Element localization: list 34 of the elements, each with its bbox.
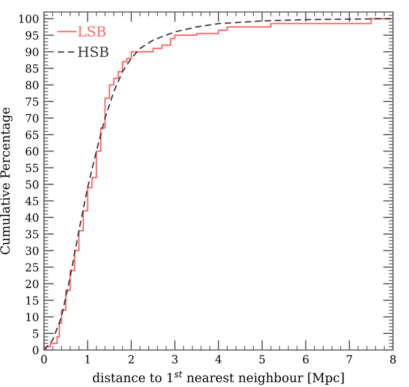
y-tick-label: 35 — [26, 230, 38, 238]
y-tick-label: 15 — [26, 296, 38, 305]
x-tick-label: 5 — [260, 355, 265, 364]
y-tick-label: 85 — [26, 64, 38, 73]
y-tick-label: 75 — [26, 98, 38, 106]
y-tick-label: 80 — [26, 80, 38, 90]
y-axis-title: Cumulative Percentage — [0, 108, 12, 254]
y-tick-label: 100 — [19, 14, 38, 24]
y-tick-label: 55 — [26, 164, 38, 172]
legend-label: LSB — [78, 26, 106, 37]
x-tick-label: 4 — [215, 355, 222, 364]
y-tick-label: 0 — [32, 346, 38, 354]
y-tick-label: 25 — [26, 263, 38, 272]
y-tick-label: 65 — [26, 130, 38, 139]
y-tick-label: 45 — [25, 196, 38, 206]
y-tick-label: 50 — [26, 180, 38, 189]
y-tick-label: 10 — [26, 312, 38, 322]
legend-label: HSB — [78, 46, 108, 58]
y-tick-label: 20 — [26, 280, 38, 288]
x-tick-label: 6 — [302, 355, 309, 364]
y-tick-label: 70 — [26, 114, 38, 122]
x-tick-label: 8 — [390, 355, 396, 364]
x-tick-label: 1 — [85, 355, 90, 364]
y-tick-label: 60 — [26, 147, 38, 156]
x-tick-label: 0 — [41, 355, 47, 364]
y-tick-label: 5 — [33, 330, 38, 338]
x-tick-label: 3 — [172, 355, 178, 364]
x-tick-label: 2 — [128, 355, 134, 364]
y-tick-label: 90 — [26, 48, 38, 56]
y-tick-label: 40 — [25, 213, 38, 222]
y-tick-label: 30 — [26, 246, 38, 255]
y-tick-label: 95 — [26, 31, 38, 40]
x-axis-title: distance to 1$^{st}$ nearest neighbour [Mpc] — [92, 371, 344, 385]
x-tick-label: 7 — [346, 355, 352, 364]
